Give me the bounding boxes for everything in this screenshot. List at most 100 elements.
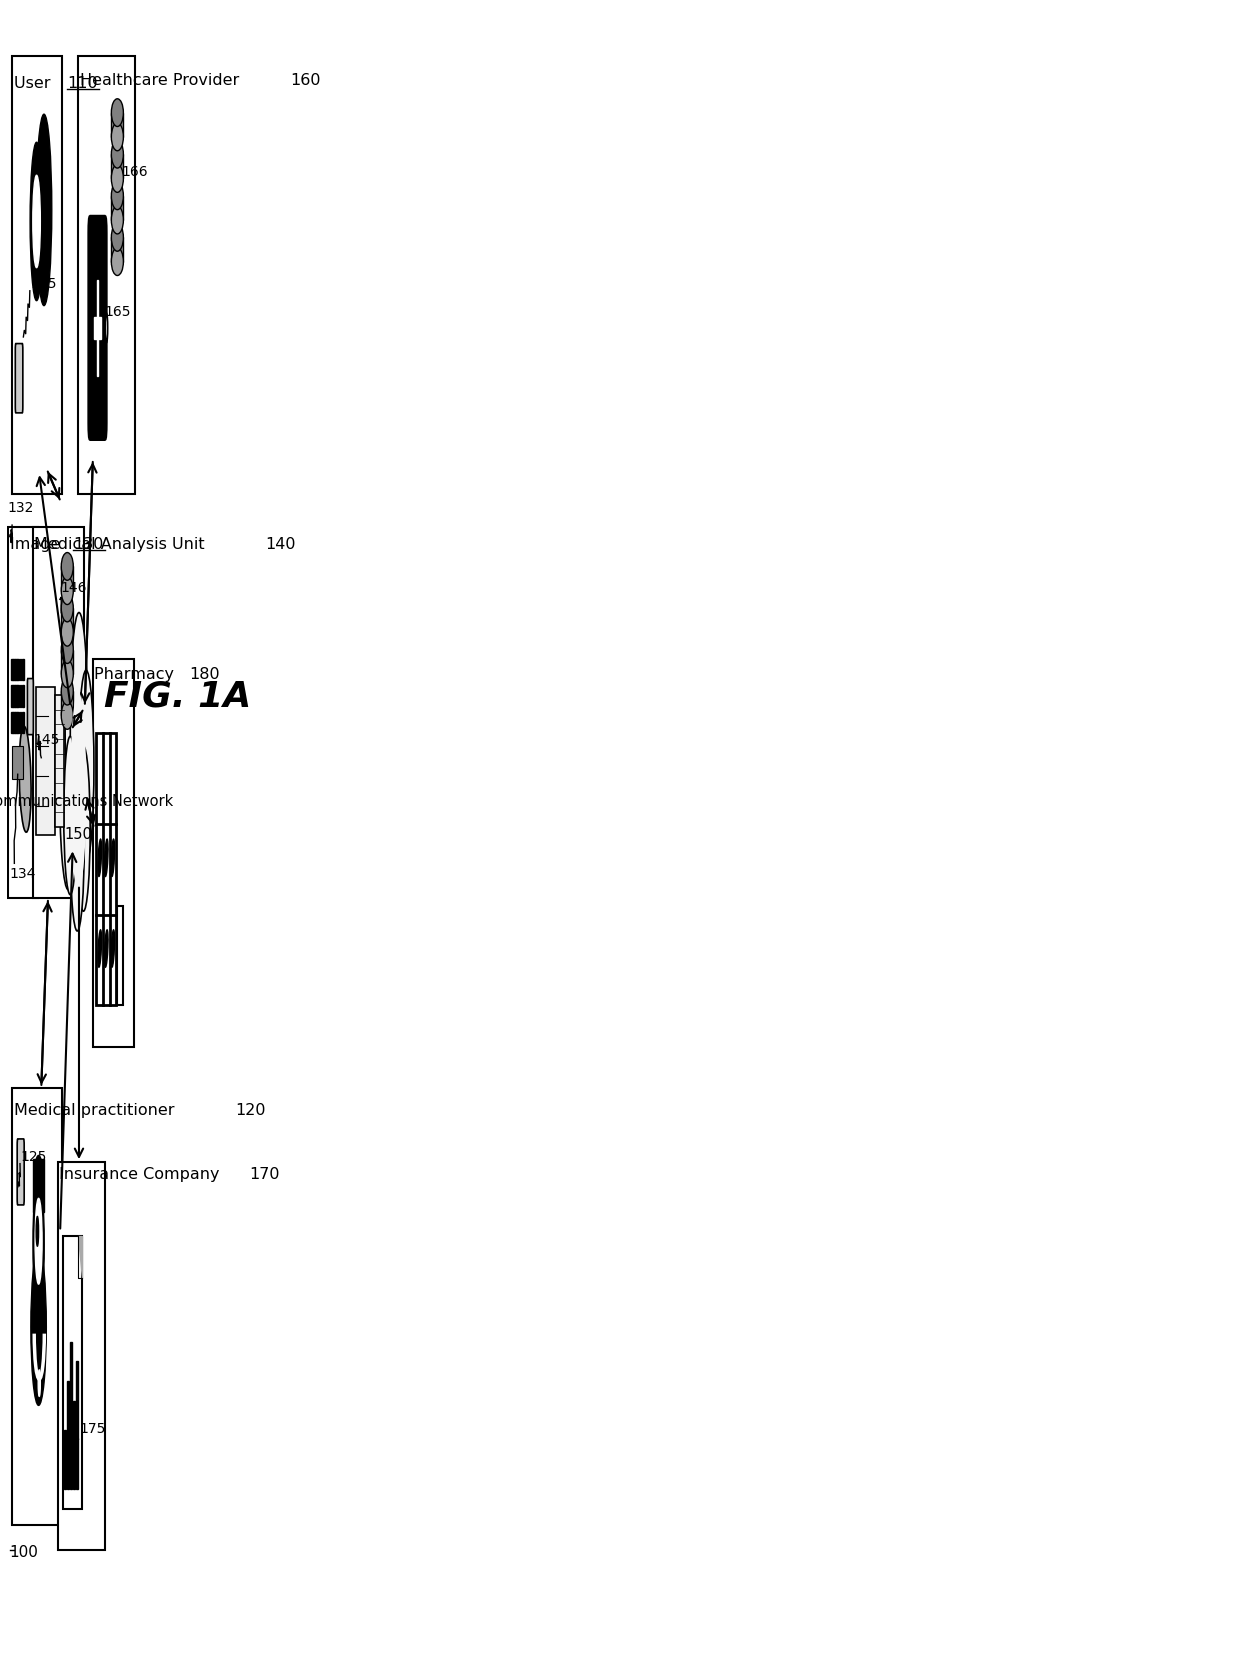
Bar — [78, 57, 135, 494]
Ellipse shape — [61, 661, 73, 687]
Circle shape — [78, 671, 94, 862]
Ellipse shape — [61, 636, 73, 664]
Bar — [63, 1236, 82, 1509]
Bar — [32, 527, 84, 899]
Text: 132: 132 — [7, 501, 33, 516]
Circle shape — [71, 612, 88, 827]
Circle shape — [71, 759, 84, 930]
Bar — [117, 907, 123, 1005]
Ellipse shape — [112, 248, 124, 276]
Bar — [112, 238, 124, 261]
Text: 120: 120 — [236, 1103, 267, 1118]
Text: 110: 110 — [67, 77, 98, 92]
Text: 146: 146 — [60, 581, 87, 594]
Bar — [61, 607, 73, 632]
Ellipse shape — [98, 930, 102, 967]
Bar — [11, 686, 12, 707]
Bar — [11, 745, 22, 779]
Ellipse shape — [61, 677, 73, 706]
Circle shape — [38, 1369, 41, 1396]
Text: Healthcare Provider: Healthcare Provider — [79, 73, 244, 88]
Circle shape — [32, 175, 41, 268]
Text: Image: Image — [10, 536, 66, 552]
Bar — [22, 659, 24, 681]
Bar — [64, 1429, 67, 1489]
Text: 100: 100 — [10, 1544, 38, 1559]
Bar — [61, 691, 73, 716]
Ellipse shape — [112, 98, 124, 126]
Bar — [15, 659, 17, 681]
Polygon shape — [78, 1236, 82, 1278]
Text: 160: 160 — [290, 73, 321, 88]
Bar — [14, 712, 15, 734]
Text: 115: 115 — [30, 278, 57, 291]
Text: 175: 175 — [79, 1423, 105, 1436]
Bar — [97, 280, 98, 376]
Ellipse shape — [61, 594, 73, 622]
Circle shape — [105, 313, 108, 343]
Ellipse shape — [110, 930, 114, 967]
Bar — [20, 659, 21, 681]
Bar — [15, 712, 17, 734]
Bar — [11, 712, 12, 734]
Bar — [112, 196, 124, 220]
Ellipse shape — [110, 839, 114, 877]
Bar — [22, 712, 24, 734]
Bar — [93, 318, 102, 338]
Text: 150: 150 — [64, 827, 92, 842]
Ellipse shape — [98, 839, 102, 877]
Bar — [73, 1401, 76, 1489]
Circle shape — [35, 1198, 42, 1285]
Bar — [17, 712, 19, 734]
Circle shape — [63, 735, 77, 895]
Bar — [61, 649, 73, 674]
Bar — [12, 1088, 62, 1524]
Bar — [71, 1341, 72, 1489]
Circle shape — [77, 745, 91, 912]
Text: 170: 170 — [249, 1166, 279, 1181]
Text: Insurance Company: Insurance Company — [60, 1166, 224, 1181]
Ellipse shape — [61, 619, 73, 646]
Text: 180: 180 — [188, 667, 219, 682]
Circle shape — [30, 141, 43, 301]
Text: 140: 140 — [265, 536, 296, 552]
Circle shape — [71, 692, 87, 890]
Ellipse shape — [112, 206, 124, 235]
Ellipse shape — [112, 123, 124, 151]
Text: Medical practitioner: Medical practitioner — [15, 1103, 180, 1118]
Ellipse shape — [112, 165, 124, 193]
Bar — [33, 1158, 43, 1211]
Circle shape — [33, 1175, 45, 1315]
Ellipse shape — [35, 1155, 43, 1201]
Bar — [17, 659, 19, 681]
Bar — [15, 686, 17, 707]
Bar — [112, 113, 124, 136]
Text: 145: 145 — [33, 732, 61, 747]
Bar — [36, 687, 55, 835]
Bar — [14, 686, 15, 707]
Bar — [97, 734, 117, 1005]
Text: User: User — [15, 77, 56, 92]
Bar — [67, 1381, 69, 1489]
Bar — [55, 696, 64, 827]
Text: 165: 165 — [104, 305, 131, 319]
Ellipse shape — [112, 181, 124, 210]
Circle shape — [60, 676, 77, 890]
Circle shape — [36, 1216, 38, 1246]
FancyBboxPatch shape — [89, 216, 105, 439]
Ellipse shape — [61, 577, 73, 604]
Text: 125: 125 — [20, 1150, 47, 1165]
Circle shape — [36, 115, 52, 306]
Text: 166: 166 — [122, 165, 148, 180]
Text: Communications Network: Communications Network — [0, 794, 172, 809]
Bar — [20, 686, 21, 707]
Ellipse shape — [19, 726, 31, 832]
Text: 130: 130 — [73, 536, 103, 552]
Ellipse shape — [104, 930, 108, 967]
Bar — [76, 1361, 78, 1489]
Bar — [61, 566, 73, 591]
Bar — [58, 1161, 105, 1549]
Text: Medical Analysis Unit: Medical Analysis Unit — [33, 536, 210, 552]
Ellipse shape — [61, 702, 73, 729]
FancyBboxPatch shape — [17, 1138, 25, 1205]
